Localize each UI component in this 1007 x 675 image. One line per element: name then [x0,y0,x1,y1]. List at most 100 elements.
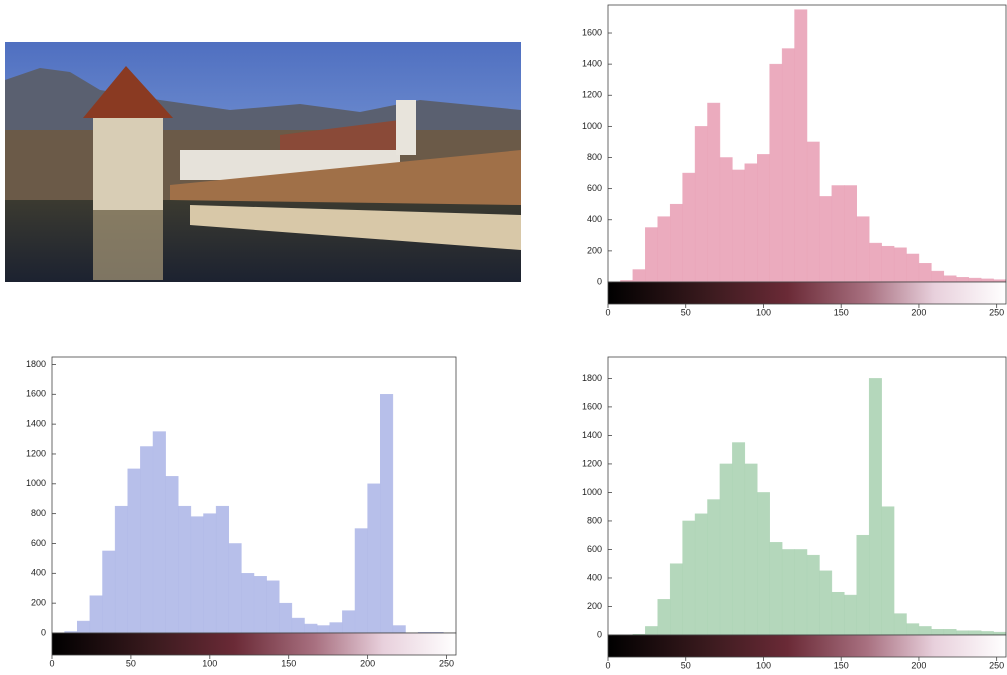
histogram-bar [819,570,833,636]
histogram-bar [279,602,293,634]
histogram-bar [165,476,179,634]
y-tick-label: 800 [587,515,602,525]
histogram-bar [380,394,394,634]
histogram-bar [304,623,318,634]
histogram-bar [316,625,330,634]
histogram-bar [993,631,1007,636]
histogram-bar [669,563,683,636]
histogram-bar [781,48,795,283]
histogram-bar [968,630,982,636]
y-tick-label: 1400 [26,419,46,429]
histogram-bar [241,573,255,634]
y-tick-label: 1200 [582,458,602,468]
x-tick-label: 0 [605,660,610,670]
y-tick-label: 200 [31,598,46,608]
histogram-bar [127,468,141,634]
histogram-bar [744,163,758,283]
x-tick-label: 200 [360,658,375,668]
histogram-bar [682,520,696,636]
histogram-bar [190,516,204,634]
y-tick-label: 1800 [26,359,46,369]
y-tick-label: 0 [597,629,602,639]
histogram-bar [732,169,746,283]
y-tick-label: 800 [587,152,602,162]
y-tick-label: 400 [587,214,602,224]
x-tick-label: 250 [989,307,1004,317]
histogram-bar [77,620,91,634]
x-tick-label: 150 [834,307,849,317]
histogram-bar [645,626,658,636]
histogram-bar [707,499,721,636]
histogram-bar [868,242,882,283]
histogram-bar [757,492,770,636]
histogram-bar [645,227,658,283]
histogram-bar [657,599,671,636]
histogram-bar [114,505,128,634]
y-tick-label: 1600 [26,389,46,399]
histogram-bar [794,549,808,636]
histogram-bar [253,576,267,634]
histogram-bar [342,610,356,634]
colorbar [607,281,1007,305]
histogram-bar [732,442,746,636]
histogram-bar [881,245,895,283]
histogram-bar [956,630,969,636]
histogram-bar [856,216,870,283]
histogram-bar [669,203,683,283]
histogram-bar [215,505,229,634]
histogram-bar [931,629,945,636]
histogram-bar [831,591,845,636]
x-tick-label: 50 [681,307,691,317]
histogram-bar [707,102,721,283]
histogram-bar [819,196,833,283]
histogram-bar [918,626,932,636]
histogram-bar [844,185,857,283]
histogram-bar [682,172,696,283]
y-tick-label: 1000 [582,121,602,131]
histogram-bar [329,622,343,634]
histogram-bar [203,513,217,634]
y-tick-label: 400 [31,568,46,578]
histogram-bar [178,505,192,634]
histogram-bar [632,269,646,283]
histogram-bar [956,277,969,283]
histogram-bar [868,378,882,636]
histogram-bar [354,528,368,634]
histogram-bar [392,625,406,634]
histogram-bar [931,270,945,283]
histogram-bar [719,157,733,283]
histogram-bar [918,263,932,283]
histogram-bar [806,141,820,283]
y-tick-label: 0 [597,276,602,286]
histogram-bar [102,550,116,634]
y-tick-label: 1400 [582,430,602,440]
x-tick-label: 150 [281,658,296,668]
y-tick-label: 1600 [582,27,602,37]
histogram-bar [794,9,808,283]
x-tick-label: 200 [911,307,926,317]
histogram-bar [980,631,994,636]
histogram-bar [769,542,783,636]
histogram-bar [893,613,907,636]
histogram-bar [757,154,770,283]
y-tick-label: 1000 [26,478,46,488]
x-tick-label: 150 [834,660,849,670]
x-tick-label: 0 [49,658,54,668]
histogram-bar [694,513,708,636]
histogram-bar [856,534,870,636]
y-tick-label: 600 [31,538,46,548]
histogram-bar [228,543,242,634]
histogram-bar [943,629,957,636]
histogram-bar [893,247,907,283]
histogram-bar [781,549,795,636]
histogram-bar [831,185,845,283]
photo [5,42,521,282]
y-tick-label: 1200 [26,448,46,458]
histogram-bar [968,277,982,283]
histogram-bar [140,446,154,634]
x-tick-label: 250 [439,658,454,668]
colorbar [51,632,457,656]
histogram-bar [943,275,957,283]
x-tick-label: 100 [756,660,771,670]
